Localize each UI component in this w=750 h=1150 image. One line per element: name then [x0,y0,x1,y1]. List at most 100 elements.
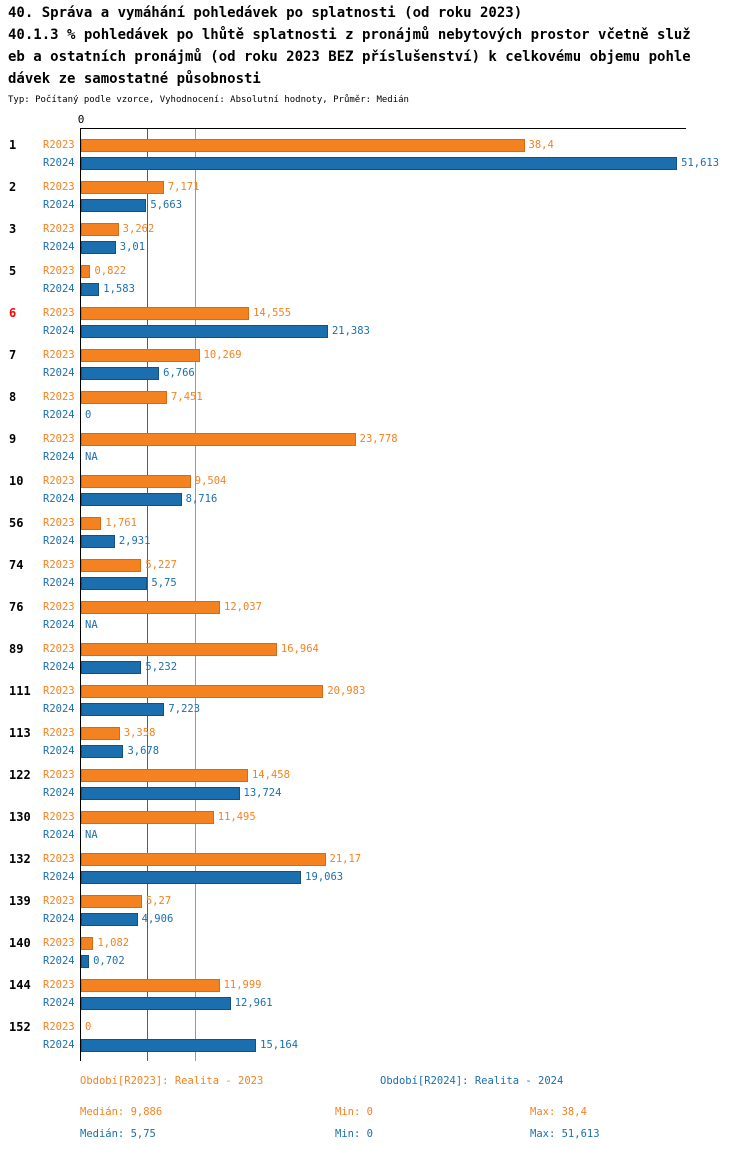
series-row-r2023: R2023 9,504 [43,475,686,488]
series-label: R2024 [43,955,75,967]
value-label: 10,269 [203,349,242,361]
bar-r2024 [81,787,240,800]
series-label: R2023 [43,727,75,739]
series-row-r2024: R2024 13,724 [43,787,686,800]
median-line-r2024 [147,129,149,1061]
chart-legend: Období[R2023]: Realita - 2023 Období[R20… [0,1075,750,1091]
series-row-r2023: R2023 5,227 [43,559,686,572]
bar-r2023 [81,811,214,824]
bar-r2024 [81,493,182,506]
value-label: 0,702 [93,955,125,967]
value-label: 5,27 [145,895,172,907]
series-label: R2023 [43,223,75,235]
bar-group-7: 7 R2023 10,269 R2024 6,766 [9,349,686,385]
series-row-r2023: R2023 14,458 [43,769,686,782]
series-row-r2023: R2023 0 [43,1021,686,1034]
median-line-r2023 [195,129,197,1061]
bar-r2023 [81,643,277,656]
category-label: 3 [9,222,17,236]
bar-r2023 [81,895,142,908]
bar-group-6: 6 R2023 14,555 R2024 21,383 [9,307,686,343]
series-row-r2023: R2023 5,27 [43,895,686,908]
series-label: R2023 [43,685,75,697]
series-row-r2023: R2023 21,17 [43,853,686,866]
series-label: R2023 [43,433,75,445]
bar-group-3: 3 R2023 3,262 R2024 3,01 [9,223,686,259]
bar-r2024 [81,367,160,380]
bar-r2024 [81,997,231,1010]
bar-r2023 [81,559,142,572]
value-label: 15,164 [260,1039,299,1051]
category-label: 140 [9,936,31,950]
bar-group-89: 89 R2023 16,964 R2024 5,232 [9,643,686,679]
series-label: R2024 [43,913,75,925]
category-label: 56 [9,516,24,530]
value-label: 14,458 [251,769,290,781]
series-row-r2024: R2024 12,961 [43,997,686,1010]
value-label: 3,358 [123,727,156,739]
category-label: 130 [9,810,31,824]
bar-r2024 [81,745,124,758]
bar-r2023 [81,223,119,236]
bar-group-144: 144 R2023 11,999 R2024 12,961 [9,979,686,1015]
chart-subtitle-line-3: dávek ze samostatné působnosti [8,71,261,87]
series-label: R2023 [43,853,75,865]
series-label: R2024 [43,451,75,463]
bar-r2024 [81,157,678,170]
category-label: 9 [9,432,17,446]
series-row-r2024: R2024 6,766 [43,367,686,380]
series-row-r2023: R2023 0,822 [43,265,686,278]
series-label: R2023 [43,391,75,403]
series-row-r2024: R2024 8,716 [43,493,686,506]
series-row-r2023: R2023 11,999 [43,979,686,992]
category-label: 122 [9,768,31,782]
value-label: 21,383 [331,325,370,337]
series-label: R2024 [43,871,75,883]
category-label: 5 [9,264,17,278]
series-row-r2023: R2023 10,269 [43,349,686,362]
series-label: R2023 [43,139,75,151]
bar-r2023 [81,937,94,950]
bar-r2024 [81,199,147,212]
category-label: 8 [9,390,17,404]
bar-r2024 [81,871,302,884]
series-label: R2023 [43,265,75,277]
series-label: R2024 [43,787,75,799]
bar-group-1: 1 R2023 38,4 R2024 51,613 [9,139,719,175]
bar-rows: 1 R2023 38,4 R2024 51,613 2 R2023 7,171 R2024 5,6… [9,129,719,1061]
stat-min-r2024: Min: 0 [335,1128,373,1140]
series-label: R2023 [43,979,75,991]
value-label: 11,495 [217,811,256,823]
series-label: R2023 [43,769,75,781]
value-label: 3,678 [127,745,160,757]
series-row-r2024: R2024 NA [43,451,686,464]
series-label: R2024 [43,661,75,673]
series-label: R2024 [43,997,75,1009]
chart-title: 40. Správa a vymáhání pohledávek po spla… [8,5,523,21]
series-label: R2024 [43,199,75,211]
stat-min-r2023: Min: 0 [335,1106,373,1118]
bar-group-113: 113 R2023 3,358 R2024 3,678 [9,727,686,763]
chart-meta: Typ: Počítaný podle vzorce, Vyhodnocení:… [8,95,409,105]
bar-group-9: 9 R2023 23,778 R2024 NA [9,433,686,469]
bar-r2024 [81,1039,257,1052]
stat-median-r2023: Medián: 9,886 [80,1106,163,1118]
series-row-r2024: R2024 21,383 [43,325,686,338]
stat-max-r2024: Max: 51,613 [530,1128,600,1140]
bar-r2024 [81,955,90,968]
category-label: 74 [9,558,24,572]
series-label: R2023 [43,475,75,487]
value-label: 5,663 [150,199,183,211]
series-row-r2024: R2024 NA [43,829,686,842]
category-label: 152 [9,1020,31,1034]
series-label: R2024 [43,241,75,253]
series-label: R2024 [43,577,75,589]
series-row-r2024: R2024 5,232 [43,661,686,674]
bar-r2023 [81,853,326,866]
series-row-r2024: R2024 19,063 [43,871,686,884]
series-row-r2024: R2024 5,75 [43,577,686,590]
value-label: 38,4 [528,139,554,151]
x-axis-zero-label: 0 [77,113,85,126]
bar-chart: 0 1 R2023 38,4 R2024 51,613 2 R2023 7,171 R2024 5… [9,113,719,1061]
series-label: R2024 [43,619,75,631]
